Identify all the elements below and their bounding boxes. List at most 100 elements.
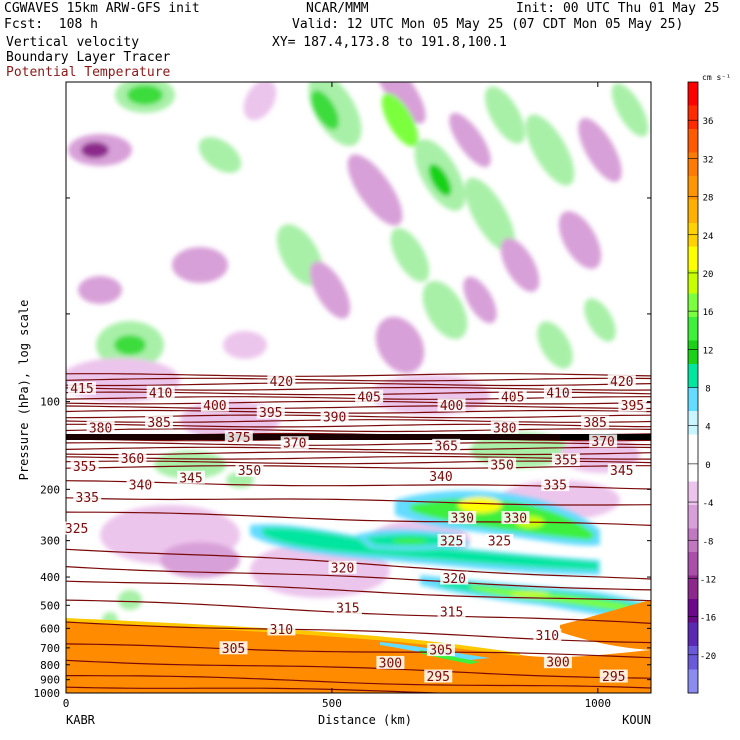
- colorbar-tick-label: -16: [700, 614, 716, 624]
- theta-label-background: [328, 560, 357, 574]
- theta-label-background: [589, 434, 618, 448]
- theta-contour-label: 380: [89, 421, 112, 436]
- theta-contour-label: 330: [504, 512, 527, 527]
- field-label-potential-temperature: Potential Temperature: [6, 65, 171, 80]
- theta-label-background: [581, 415, 610, 429]
- theta-contour: [66, 373, 651, 377]
- theta-label-background: [146, 385, 175, 399]
- theta-contour-label: 395: [621, 399, 644, 414]
- y-tick-label: 300: [40, 535, 60, 548]
- theta-label-background: [543, 385, 572, 399]
- theta-label-background: [485, 533, 514, 547]
- forecast-hour: Fcst: 108 h: [4, 17, 98, 32]
- colorbar-swatch: [688, 246, 698, 271]
- theta-contour-label: 410: [546, 386, 569, 401]
- theta-contour: [66, 428, 651, 433]
- y-tick-label: 1000: [34, 687, 61, 700]
- theta-label-background: [355, 389, 384, 403]
- theta-label-background: [118, 451, 147, 465]
- cross-section-endpoints: XY= 187.4,173.8 to 191.8,100.1: [272, 35, 507, 50]
- theta-contour-label: 320: [331, 561, 354, 576]
- colorbar-swatch: [688, 340, 698, 365]
- theta-contour-label: 355: [554, 454, 577, 469]
- theta-contour-label: 420: [270, 375, 293, 390]
- theta-label-background: [437, 533, 466, 547]
- colorbar-tick-label: 0: [705, 461, 710, 471]
- theta-label-background: [67, 381, 96, 395]
- theta-contour-label: 405: [501, 390, 524, 405]
- theta-contour-label: 305: [429, 644, 452, 659]
- theta-contour: [66, 643, 651, 659]
- theta-label-background: [488, 457, 517, 471]
- potential-temperature-labels: 415 410 420 405 405 410 420 400 395 390 400 395 380 3…: [62, 374, 647, 685]
- colorbar-tick-label: -20: [700, 652, 716, 662]
- theta-label-background: [426, 643, 455, 657]
- theta-label-background: [541, 478, 570, 492]
- y-tick-label: 400: [40, 571, 60, 584]
- theta-contour-label: 325: [440, 534, 463, 549]
- theta-contour: [66, 674, 651, 689]
- theta-contour-label: 350: [238, 464, 261, 479]
- theta-contour-label: 400: [440, 399, 463, 414]
- colorbar-tick-label: -4: [703, 499, 714, 509]
- theta-label-background: [607, 463, 636, 477]
- colorbar-swatch: [688, 293, 698, 318]
- theta-label-background: [256, 405, 285, 419]
- theta-contour-label: 385: [583, 416, 606, 431]
- theta-label-background: [126, 478, 155, 492]
- theta-contour: [66, 405, 651, 410]
- theta-contour-label: 385: [147, 416, 170, 431]
- field-label-vertical-velocity: Vertical velocity: [6, 35, 140, 50]
- theta-contour-label: 415: [70, 382, 93, 397]
- colorbar-swatch: [688, 505, 698, 529]
- theta-contour-label: 375: [227, 431, 250, 446]
- theta-contour-label: 315: [440, 606, 463, 621]
- colorbar-swatch: [688, 458, 698, 482]
- theta-label-background: [267, 374, 296, 388]
- tropopause-line: [66, 434, 651, 440]
- x-axis-label: Distance (km): [318, 713, 412, 727]
- theta-contour-label: 370: [283, 437, 306, 452]
- theta-contour: [66, 409, 651, 414]
- colorbar-tick-label: -12: [700, 575, 716, 585]
- theta-contour-label: 340: [129, 479, 152, 494]
- y-axis-label: Pressure (hPa), log scale: [17, 300, 31, 481]
- theta-label-background: [498, 389, 527, 403]
- colorbar-swatch: [688, 129, 698, 153]
- colorbar-tick-label: 28: [703, 194, 714, 204]
- x-tick-label: 0: [63, 697, 70, 710]
- theta-contour: [66, 686, 457, 693]
- theta-contour: [66, 377, 651, 382]
- theta-contour-label: 345: [610, 464, 633, 479]
- theta-contour: [66, 465, 651, 469]
- theta-label-background: [224, 430, 253, 444]
- theta-contour-label: 420: [610, 375, 633, 390]
- theta-contour-label: 410: [149, 386, 172, 401]
- colorbar-swatch: [688, 646, 698, 670]
- y-tick-label: 200: [40, 483, 60, 496]
- right-endpoint-station: KOUN: [622, 713, 651, 727]
- theta-contour: [66, 382, 651, 387]
- theta-contour-label: 380: [493, 421, 516, 436]
- model-title: CGWAVES 15km ARW-GFS init: [4, 1, 200, 16]
- colorbar-swatch: [688, 434, 698, 459]
- colorbar-tick-label: 36: [703, 117, 714, 127]
- theta-contour-label: 300: [379, 656, 402, 671]
- vertical-velocity-field: [66, 82, 651, 693]
- colorbar-tick-label: 16: [703, 308, 714, 318]
- theta-contour-label: 310: [536, 629, 559, 644]
- colorbar-swatch: [688, 152, 698, 177]
- colorbar-swatch: [688, 199, 698, 224]
- colorbar-swatch: [688, 82, 698, 106]
- theta-label-background: [543, 655, 572, 669]
- y-tick-label: 700: [40, 642, 60, 655]
- colorbar-swatch: [688, 552, 698, 576]
- theta-label-background: [599, 669, 628, 683]
- theta-contour-label: 340: [429, 470, 452, 485]
- y-tick-label: 800: [40, 659, 60, 672]
- theta-contour: [66, 442, 651, 446]
- theta-label-background: [333, 601, 362, 615]
- theta-label-background: [73, 490, 102, 504]
